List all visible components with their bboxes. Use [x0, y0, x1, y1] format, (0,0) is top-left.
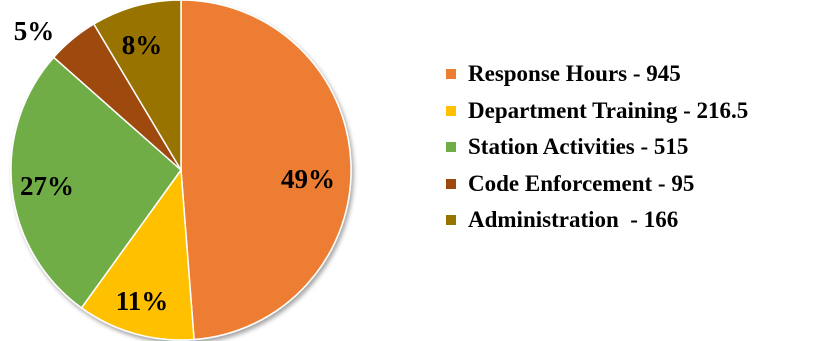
- slice-label-administration: 8%: [122, 30, 163, 60]
- legend-label: Code Enforcement - 95: [468, 170, 695, 196]
- slice-label-response-hours: 49%: [281, 164, 335, 194]
- legend-swatch: [446, 178, 456, 189]
- pie-slice-department-training: [80, 167, 195, 341]
- legend-item-administration: Administration - 166: [446, 202, 748, 239]
- legend-item-department-training: Department Training - 216.5: [446, 93, 748, 130]
- slice-label-department-training: 11%: [116, 286, 169, 316]
- legend-label: Department Training - 216.5: [468, 97, 749, 123]
- legend-swatch: [446, 105, 456, 116]
- legend: Response Hours - 945 Department Training …: [446, 56, 748, 239]
- pie-slice-station-activities: [10, 56, 183, 309]
- legend-swatch: [446, 69, 456, 80]
- legend-swatch: [446, 215, 456, 226]
- slice-label-station-activities: 27%: [20, 171, 74, 201]
- legend-swatch: [446, 142, 456, 153]
- legend-label: Station Activities - 515: [468, 134, 689, 160]
- legend-item-response-hours: Response Hours - 945: [446, 56, 748, 93]
- legend-item-station-activities: Station Activities - 515: [446, 129, 748, 166]
- legend-label: Response Hours - 945: [468, 61, 681, 87]
- legend-label: Administration - 166: [468, 207, 679, 233]
- pie-slice-response-hours: [180, 0, 352, 341]
- slice-label-code-enforcement: 5%: [14, 16, 55, 46]
- legend-item-code-enforcement: Code Enforcement - 95: [446, 166, 748, 203]
- pie-slice-administration: [92, 0, 182, 173]
- pie-plot: 49% 11% 27% 5% 8%: [10, 0, 352, 341]
